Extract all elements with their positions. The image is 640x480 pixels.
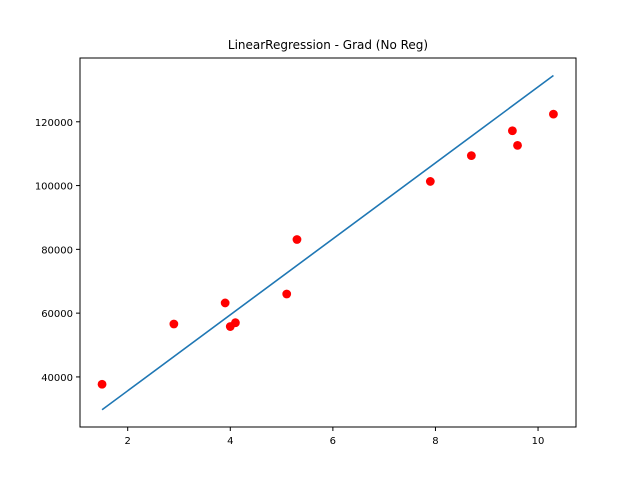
data-point-9 bbox=[507, 126, 517, 136]
y-tick-label-1: 60000 bbox=[41, 309, 73, 320]
data-point-5 bbox=[282, 289, 292, 299]
y-tick-label-3: 100000 bbox=[35, 182, 73, 193]
x-tick-label-0: 2 bbox=[125, 436, 131, 447]
x-tick-label-1: 4 bbox=[227, 436, 233, 447]
data-point-0 bbox=[97, 379, 107, 389]
x-tick-label-4: 10 bbox=[532, 436, 545, 447]
y-tick-label-4: 120000 bbox=[35, 118, 73, 129]
data-point-8 bbox=[466, 151, 476, 160]
x-tick-label-2: 6 bbox=[330, 436, 336, 447]
data-point-4 bbox=[231, 318, 240, 328]
regression-line bbox=[101, 74, 554, 411]
data-point-1 bbox=[169, 319, 179, 329]
data-point-11 bbox=[549, 109, 558, 119]
x-tick-label-3: 8 bbox=[432, 436, 438, 447]
data-point-2 bbox=[220, 298, 230, 308]
data-point-10 bbox=[513, 140, 522, 150]
data-point-7 bbox=[425, 177, 435, 186]
y-tick-label-2: 80000 bbox=[41, 245, 73, 256]
y-axis: 40000 60000 80000 100000 120000 bbox=[35, 118, 80, 384]
data-point-6 bbox=[292, 235, 302, 244]
x-axis: 2 4 6 8 10 bbox=[125, 427, 545, 447]
plot-area bbox=[97, 74, 558, 411]
chart-title: LinearRegression - Grad (No Reg) bbox=[228, 38, 428, 52]
axes-frame bbox=[79, 57, 577, 428]
y-tick-label-0: 40000 bbox=[41, 373, 73, 384]
